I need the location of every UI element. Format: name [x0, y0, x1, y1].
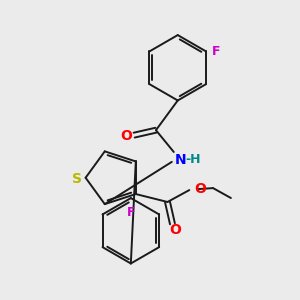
Text: F: F	[127, 206, 135, 219]
Text: -H: -H	[186, 153, 201, 166]
Text: O: O	[120, 129, 132, 143]
Text: N: N	[175, 153, 186, 167]
Text: F: F	[212, 45, 220, 58]
Text: S: S	[72, 172, 82, 186]
Text: O: O	[169, 223, 181, 237]
Text: O: O	[194, 182, 206, 196]
